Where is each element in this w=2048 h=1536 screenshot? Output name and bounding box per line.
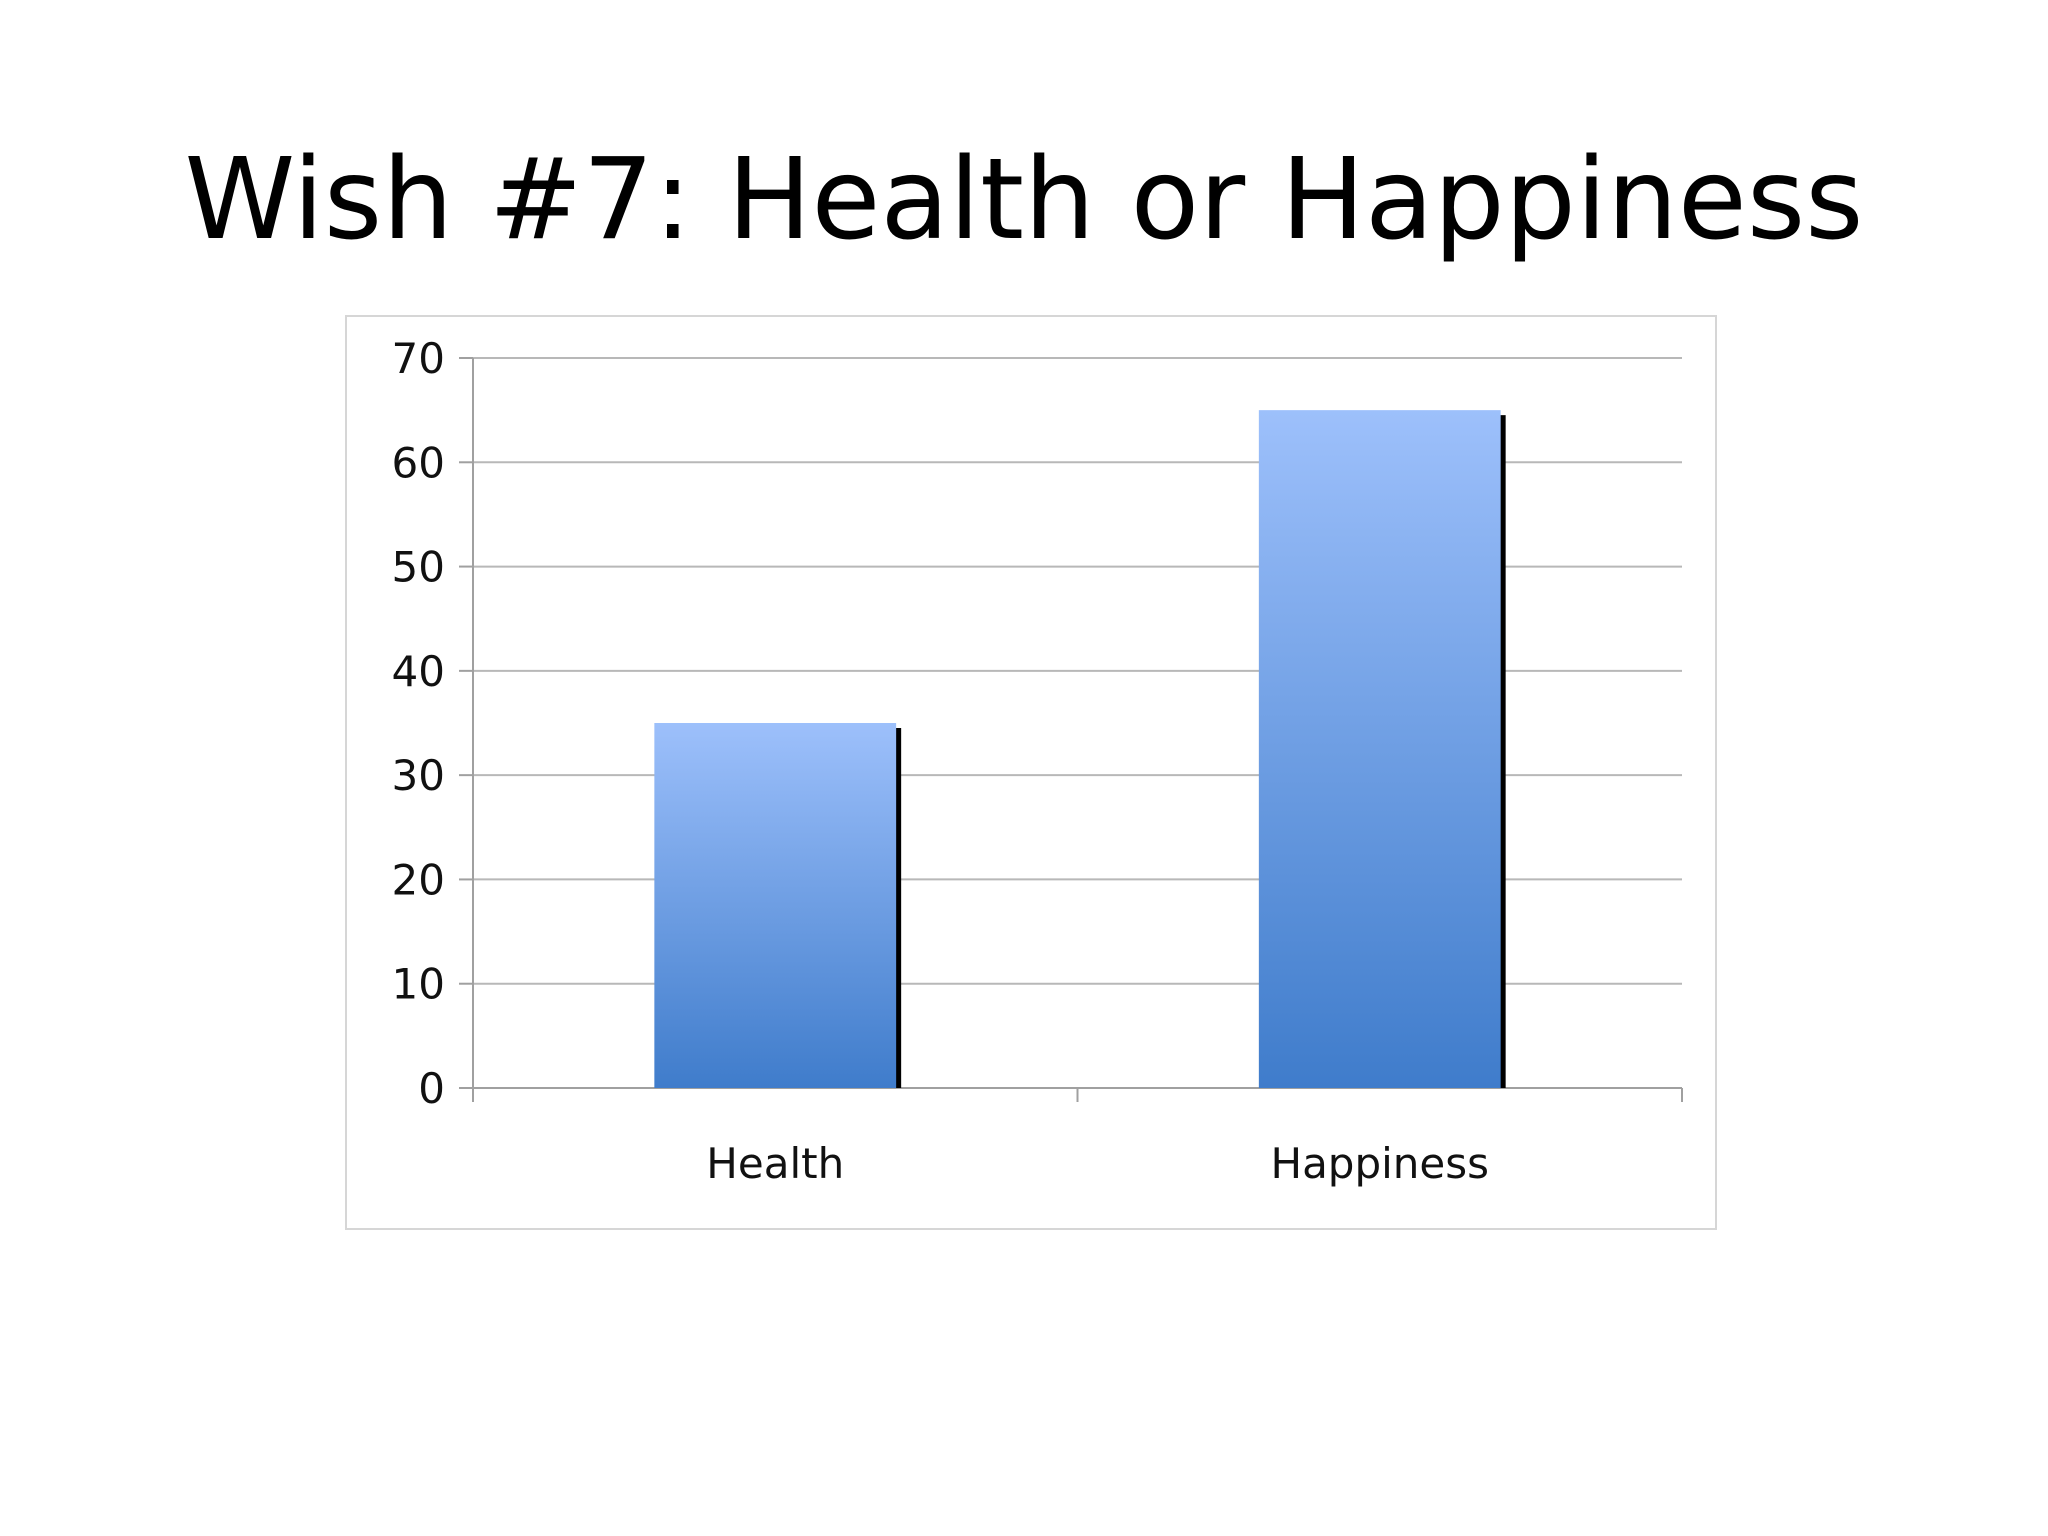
y-tick-label: 20: [392, 855, 445, 904]
y-tick-label: 30: [392, 751, 445, 800]
bar-shadow: [1499, 415, 1506, 1089]
bar-shadow: [895, 728, 902, 1088]
label-layer: 0 10 20 30 40 50 60 70 Health Happiness: [392, 334, 1489, 1188]
slide-title: Wish #7: Health or Happiness: [184, 135, 1864, 265]
bar-layer: [654, 410, 1506, 1089]
bar-happiness: [1258, 410, 1501, 1089]
bar-chart: 0 10 20 30 40 50 60 70 Health Happiness: [392, 334, 1683, 1188]
y-tick-label: 0: [418, 1064, 445, 1113]
x-category-label: Health: [706, 1139, 844, 1188]
y-tick-label: 70: [392, 334, 445, 383]
bar-health: [654, 723, 897, 1088]
y-tick-label: 60: [392, 438, 445, 487]
y-tick-label: 40: [392, 647, 445, 696]
x-category-label: Happiness: [1270, 1139, 1489, 1188]
y-tick-label: 50: [392, 543, 445, 592]
y-tick-label: 10: [392, 960, 445, 1009]
